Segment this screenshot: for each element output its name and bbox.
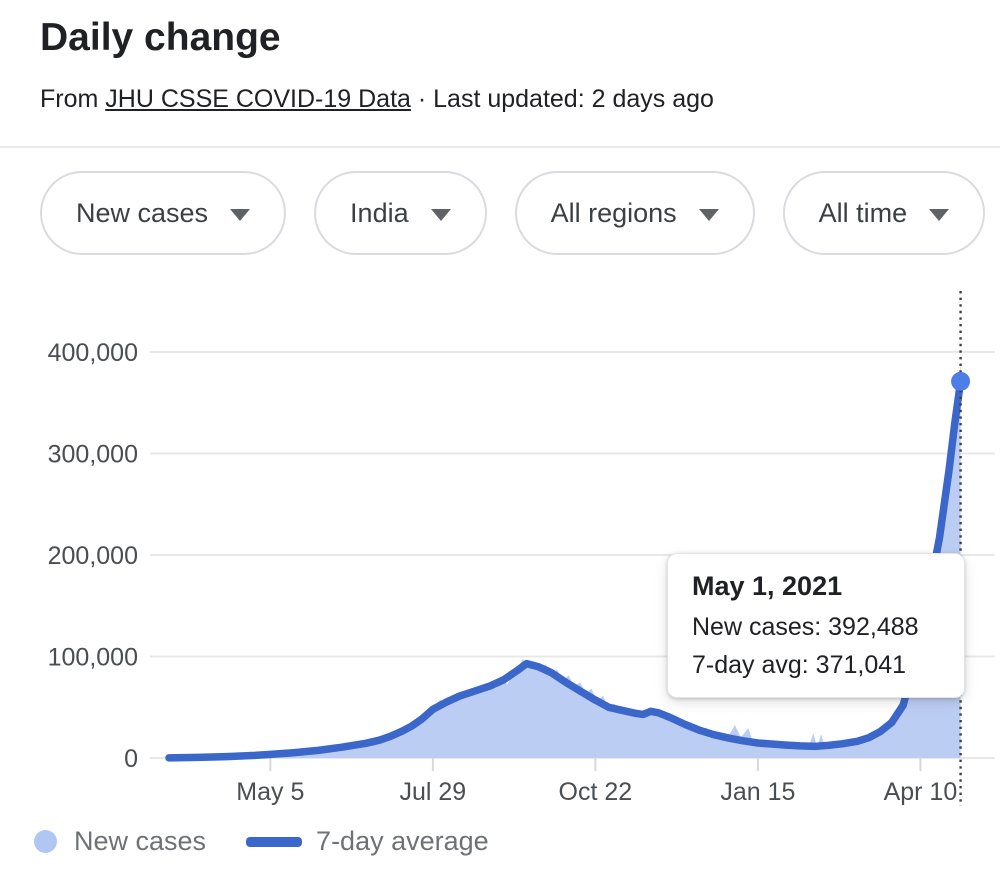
filter-pill-all-time[interactable]: All time [782, 171, 986, 255]
legend-label: 7-day average [316, 826, 489, 856]
chevron-down-icon [698, 209, 719, 221]
tooltip-new-cases: New cases: 392,488 [692, 613, 919, 641]
page-title: Daily change [40, 16, 281, 59]
new-cases-swatch-icon [34, 830, 57, 853]
chart-tooltip: May 1, 2021 New cases: 392,488 7-day avg… [667, 553, 965, 698]
y-axis-label-100000: 100,000 [48, 644, 138, 672]
y-axis-label-0: 0 [124, 745, 138, 773]
filter-pill-new-cases[interactable]: New cases [40, 171, 287, 255]
x-axis-label-jan-15: Jan 15 [720, 778, 795, 806]
filter-pill-label: New cases [76, 197, 209, 228]
legend-item-7-day-average: 7-day average [246, 826, 489, 857]
filter-pill-label: All time [818, 197, 908, 228]
header-divider [0, 146, 1000, 148]
y-axis-label-300000: 300,000 [48, 441, 138, 469]
chevron-down-icon [230, 209, 251, 221]
y-axis-label-200000: 200,000 [48, 542, 138, 570]
last-updated-text: · Last updated: 2 days ago [410, 85, 714, 113]
x-axis-label-may-5: May 5 [236, 778, 304, 806]
filter-pill-india[interactable]: India [314, 171, 487, 255]
x-axis-label-apr-10: Apr 10 [884, 778, 958, 806]
filter-bar: New cases India All regions All time [40, 171, 986, 255]
filter-pill-all-regions[interactable]: All regions [514, 171, 755, 255]
chevron-down-icon [929, 209, 950, 221]
filter-pill-label: India [350, 197, 409, 228]
legend-label: New cases [74, 826, 207, 856]
seven-day-average-line-series [165, 377, 965, 762]
data-source-line: From JHU CSSE COVID-19 Data · Last updat… [40, 85, 714, 114]
x-axis-label-oct-22: Oct 22 [559, 778, 633, 806]
avg-line-swatch-icon [246, 836, 303, 847]
tooltip-date: May 1, 2021 [692, 571, 843, 601]
tooltip-7day-avg: 7-day avg: 371,041 [692, 651, 907, 679]
chart-legend: New cases 7-day average [34, 826, 489, 857]
legend-item-new-cases: New cases [34, 826, 206, 857]
source-link[interactable]: JHU CSSE COVID-19 Data [105, 85, 411, 113]
filter-pill-label: All regions [550, 197, 677, 228]
x-axis-label-jul-29: Jul 29 [399, 778, 466, 806]
chevron-down-icon [430, 209, 451, 221]
y-axis-label-400000: 400,000 [48, 339, 138, 367]
selected-point-marker [951, 371, 971, 391]
source-prefix: From [40, 85, 106, 113]
